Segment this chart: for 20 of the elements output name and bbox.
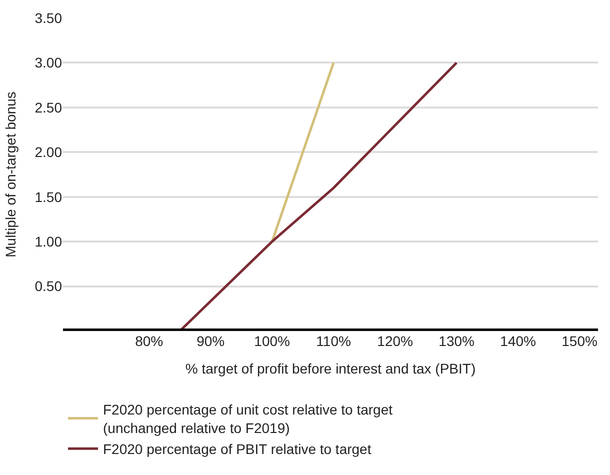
y-tick-label: 3.50 xyxy=(34,10,62,26)
legend-label: F2020 percentage of unit cost relative to target (unchanged relative to F2019) xyxy=(103,402,393,436)
y-tick-label: 0.50 xyxy=(34,278,62,294)
x-axis-title: % target of profit before interest and tax (PBIT) xyxy=(185,360,476,376)
y-tick-label: 3.00 xyxy=(34,54,62,71)
x-tick-label: 90% xyxy=(196,333,225,349)
x-tick-label: 120% xyxy=(377,333,413,349)
x-tick-label: 110% xyxy=(316,333,351,349)
y-axis-title: Multiple of on-target bonus xyxy=(2,92,18,258)
y-tick-label: 2.50 xyxy=(34,99,62,116)
x-tick-label: 140% xyxy=(500,333,536,349)
x-tick-label: 130% xyxy=(438,333,474,349)
line-series xyxy=(178,61,458,331)
x-tick-label: 80% xyxy=(135,333,164,349)
y-tick-label: 1.00 xyxy=(34,233,62,250)
x-tick-label: 150% xyxy=(562,333,598,349)
y-tick-label: 2.00 xyxy=(34,144,62,160)
legend-label: F2020 percentage of PBIT relative to target xyxy=(103,441,372,458)
y-tick-label: 1.50 xyxy=(34,188,62,205)
x-tick-label: 100% xyxy=(254,333,290,349)
